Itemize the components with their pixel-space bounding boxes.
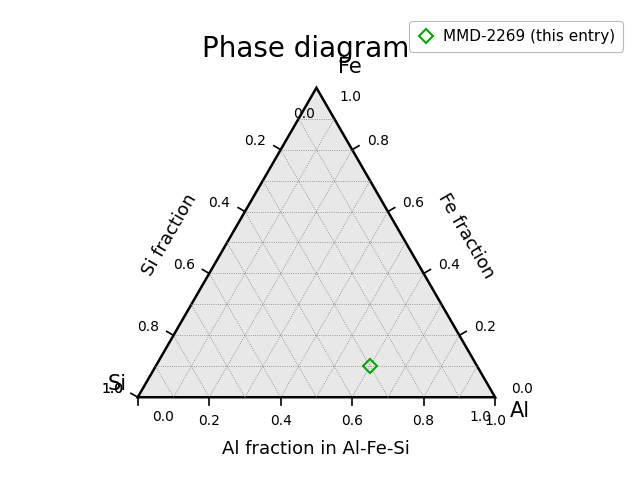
Text: 0.8: 0.8 (137, 320, 159, 334)
Text: 0.4: 0.4 (269, 414, 292, 428)
Text: 0.2: 0.2 (198, 414, 220, 428)
Text: Fe: Fe (338, 57, 362, 77)
Text: Si: Si (108, 373, 127, 394)
Text: 0.0: 0.0 (152, 410, 174, 424)
Polygon shape (138, 88, 495, 397)
Text: 0.8: 0.8 (367, 134, 388, 148)
Text: 0.8: 0.8 (413, 414, 435, 428)
Text: 1.0: 1.0 (101, 382, 124, 396)
Text: 0.4: 0.4 (209, 196, 230, 210)
Text: Si fraction: Si fraction (140, 191, 200, 279)
Text: 0.6: 0.6 (173, 258, 195, 272)
Legend: MMD-2269 (this entry): MMD-2269 (this entry) (410, 21, 623, 51)
Text: Phase diagram: Phase diagram (202, 35, 410, 63)
Text: 0.0: 0.0 (511, 382, 533, 396)
Text: 0.6: 0.6 (341, 414, 363, 428)
Text: 1.0: 1.0 (484, 414, 506, 428)
Text: Al fraction in Al-Fe-Si: Al fraction in Al-Fe-Si (223, 440, 410, 458)
Text: 0.2: 0.2 (474, 320, 496, 334)
Text: 1.0: 1.0 (101, 382, 124, 396)
Text: 0.4: 0.4 (438, 258, 460, 272)
Text: 0.0: 0.0 (293, 108, 315, 121)
Text: Al: Al (509, 401, 529, 421)
Text: 0.2: 0.2 (244, 134, 266, 148)
Text: 0.6: 0.6 (403, 196, 424, 210)
Text: 1.0: 1.0 (340, 90, 362, 104)
Text: Fe fraction: Fe fraction (435, 190, 498, 281)
Text: 1.0: 1.0 (470, 410, 492, 424)
